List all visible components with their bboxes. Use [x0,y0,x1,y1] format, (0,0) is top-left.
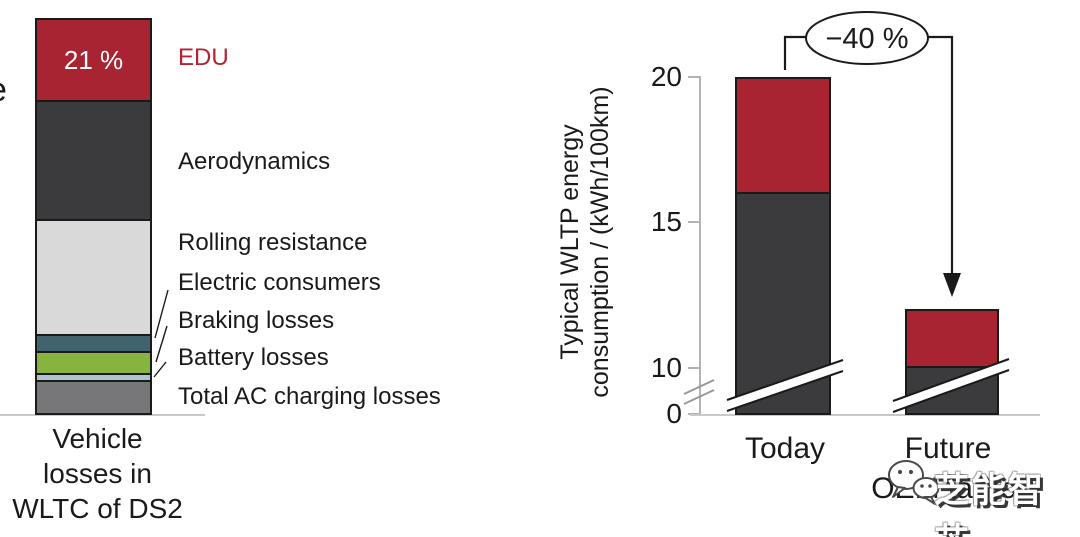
leader-line-battery-losses [153,361,167,378]
caption-line-3: WLTC of DS2 [12,493,183,524]
x-label-today: Today [744,432,826,465]
y-tick-label-0: 0 [666,398,682,429]
bar-today-dark-segment [737,192,829,413]
legend-label-aerodynamics: Aerodynamics [178,148,331,175]
y-tick-15 [688,221,700,223]
edu-percent-label: 21 % [63,44,124,75]
left-chart-baseline [0,414,205,416]
leader-line-braking-losses [155,325,168,363]
left-chart-caption: Vehicle losses in WLTC of DS2 [0,421,195,526]
y-tick-10 [688,367,700,369]
y-tick-label-15: 15 [650,206,682,237]
bar-future-red-segment [907,311,997,366]
wechat-icon [888,460,940,505]
segment-braking-losses [37,351,150,373]
y-tick-label-10: 10 [650,352,682,383]
bar-today [735,77,831,415]
y-tick-label-20: 20 [650,61,682,92]
segment-edu: 21 % [37,20,150,100]
right-chart-y-axis-label: Typical WLTP energy consumption / (kWh/1… [555,7,615,477]
cropped-edge-text: e [0,72,7,108]
legend-label-rolling-resistance: Rolling resistance [178,229,368,256]
caption-line-2: losses in [43,458,152,489]
reduction-percent-label: −40 % [825,23,909,55]
right-chart-baseline [690,414,1040,416]
watermark-text: 芝能智芯 [934,471,1046,537]
bar-today-red-segment [737,79,829,192]
legend-label-braking-losses: Braking losses [178,307,335,334]
bar-future-dark-segment [907,366,997,413]
arrow-head-icon [943,273,961,297]
caption-line-1: Vehicle [52,423,143,454]
segment-electric-consumers [37,334,150,351]
stacked-bar-vehicle-losses: 21 % [35,18,152,415]
segment-ac-charging-losses [37,380,150,413]
legend-label-electric-consumers: Electric consumers [178,269,381,296]
legend-label-edu: EDU [178,44,229,71]
y-axis-line [699,76,701,415]
legend-label-ac-charging-losses: Total AC charging losses [178,383,441,410]
y-axis-label-line-1: Typical WLTP energy [556,124,584,360]
leader-line-electric-consumers [154,289,169,339]
y-tick-20 [688,76,700,78]
segment-aerodynamics [37,100,150,219]
y-axis-label-line-2: consumption / (kWh/100km) [586,86,614,398]
segment-battery-losses [37,373,150,380]
legend-label-battery-losses: Battery losses [178,344,329,371]
bar-future-oem-target [905,309,999,415]
x-label-future-line-1: Future [904,432,992,465]
segment-rolling-resistance [37,219,150,334]
